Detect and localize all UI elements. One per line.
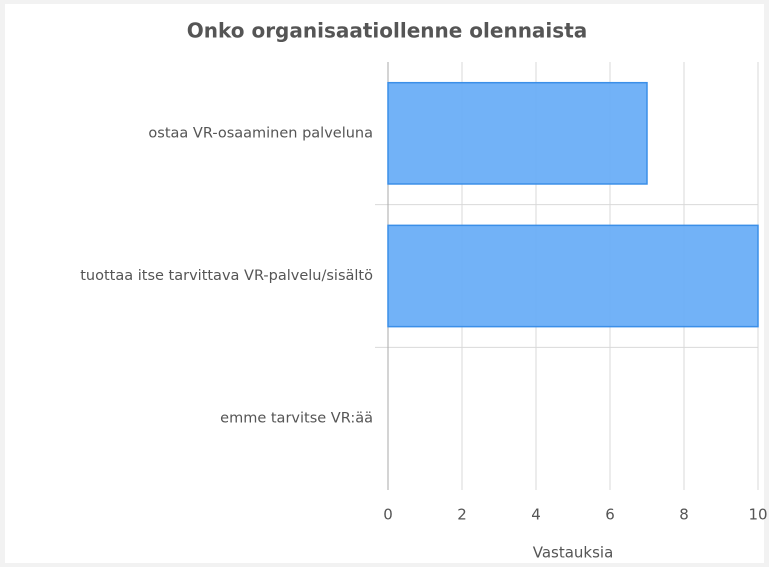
x-tick-label: 0 [383,506,393,524]
x-tick-label: 4 [531,506,541,524]
x-tick-label: 2 [457,506,467,524]
bar [387,81,648,185]
bar [387,224,759,328]
x-tick-label: 10 [748,506,767,524]
y-tick-label: emme tarvitse VR:ää [220,411,373,427]
chart-title: Onko organisaatiollenne olennaista [187,19,588,43]
y-tick-label: ostaa VR-osaaminen palveluna [148,125,373,141]
x-tick-label: 6 [605,506,615,524]
x-axis-label: Vastauksia [533,544,614,562]
x-tick-label: 8 [679,506,689,524]
y-tick-label: tuottaa itse tarvittava VR-palvelu/sisäl… [80,268,373,284]
